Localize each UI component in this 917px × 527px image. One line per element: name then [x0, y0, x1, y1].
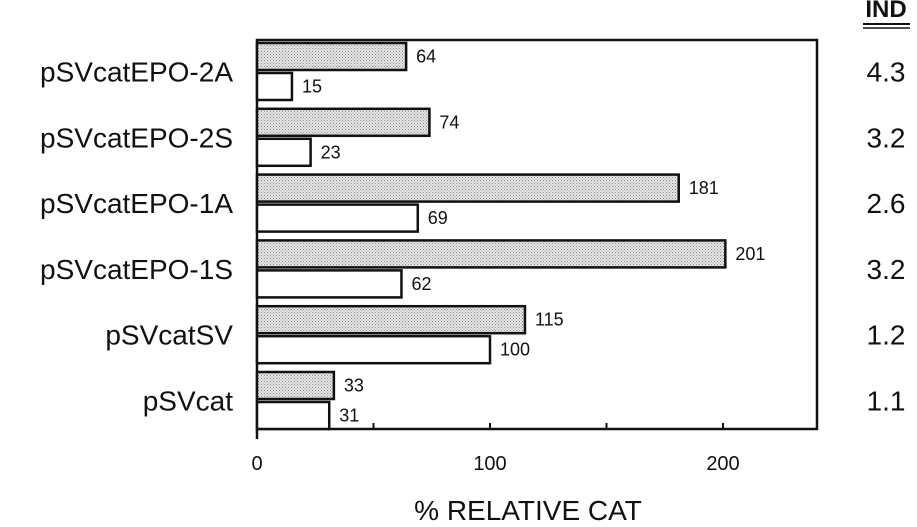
- ind-value: 2.6: [867, 188, 906, 219]
- data-label-shaded: 201: [735, 244, 765, 264]
- bar-open: [255, 203, 420, 233]
- data-label-shaded: 74: [439, 112, 459, 132]
- ind-value: 3.2: [867, 122, 906, 153]
- data-label-open: 15: [302, 77, 322, 97]
- category-label: pSVcatEPO-1S: [40, 254, 233, 285]
- ind-value: 1.1: [867, 386, 906, 417]
- category-label: pSVcatEPO-2A: [40, 57, 233, 88]
- x-tick-label: 100: [473, 453, 506, 475]
- data-label-shaded: 64: [416, 47, 436, 67]
- bar-shaded: [255, 239, 727, 269]
- bar-open: [255, 334, 492, 365]
- bar-shaded: [255, 370, 336, 401]
- data-label-open: 100: [500, 340, 530, 360]
- plot-frame: [255, 38, 819, 431]
- ind-header: IND: [865, 0, 906, 23]
- data-label-open: 62: [411, 274, 431, 294]
- ind-value: 4.3: [867, 57, 906, 88]
- category-label: pSVcat: [143, 386, 233, 417]
- ind-value: 3.2: [867, 254, 906, 285]
- bar-open: [255, 71, 294, 102]
- category-labels: pSVcatEPO-2A pSVcatEPO-2S pSVcatEPO-1A pSVc…: [40, 57, 233, 417]
- x-axis-ticks: 0 100 200: [251, 423, 740, 475]
- data-label-shaded: 181: [689, 178, 719, 198]
- bar-shaded: [255, 107, 431, 138]
- x-axis-title: % RELATIVE CAT: [414, 495, 642, 526]
- category-label: pSVcatSV: [105, 320, 233, 351]
- bar-open: [255, 269, 403, 299]
- data-label-shaded: 33: [344, 376, 364, 396]
- bar-shaded: [255, 304, 527, 335]
- data-label-open: 69: [428, 208, 448, 228]
- data-label-shaded: 115: [535, 310, 564, 330]
- bar-shaded: [255, 173, 680, 203]
- ind-values: 4.3 3.2 2.6 3.2 1.2 1.1: [867, 57, 906, 417]
- bar-open: [255, 137, 312, 168]
- x-tick-label: 200: [706, 453, 739, 475]
- bar-shaded: [255, 41, 408, 72]
- category-label: pSVcatEPO-2S: [40, 122, 233, 153]
- bar-open: [255, 400, 331, 431]
- data-label-open: 31: [339, 406, 359, 426]
- data-label-open: 23: [321, 142, 341, 162]
- x-tick-label: 0: [251, 453, 262, 475]
- ind-value: 1.2: [867, 320, 906, 351]
- category-label: pSVcatEPO-1A: [40, 188, 233, 219]
